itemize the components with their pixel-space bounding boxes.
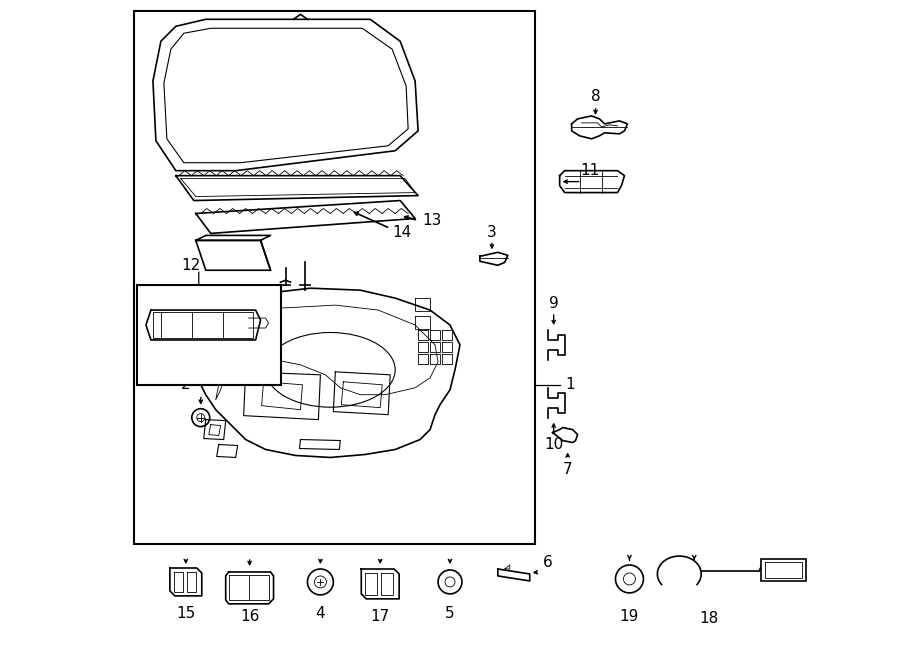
Bar — [137, 285, 281, 385]
Text: 17: 17 — [371, 609, 390, 624]
Text: 12: 12 — [181, 258, 201, 273]
Text: 6: 6 — [543, 555, 553, 570]
Text: 9: 9 — [549, 295, 559, 311]
Text: 5: 5 — [446, 606, 454, 621]
Text: 18: 18 — [699, 611, 719, 626]
Bar — [761, 559, 806, 581]
Text: 19: 19 — [620, 609, 639, 624]
Text: 3: 3 — [487, 225, 497, 240]
Text: 14: 14 — [392, 225, 412, 240]
Text: 15: 15 — [176, 606, 195, 621]
Text: 11: 11 — [580, 163, 599, 178]
Text: 7: 7 — [562, 462, 572, 477]
Bar — [134, 11, 535, 544]
Text: 4: 4 — [316, 606, 325, 621]
Text: 13: 13 — [422, 213, 442, 228]
Text: 8: 8 — [590, 89, 600, 104]
Text: 10: 10 — [544, 437, 563, 452]
Text: 16: 16 — [240, 609, 259, 624]
Text: 2: 2 — [181, 377, 191, 392]
Text: 1: 1 — [565, 377, 574, 392]
